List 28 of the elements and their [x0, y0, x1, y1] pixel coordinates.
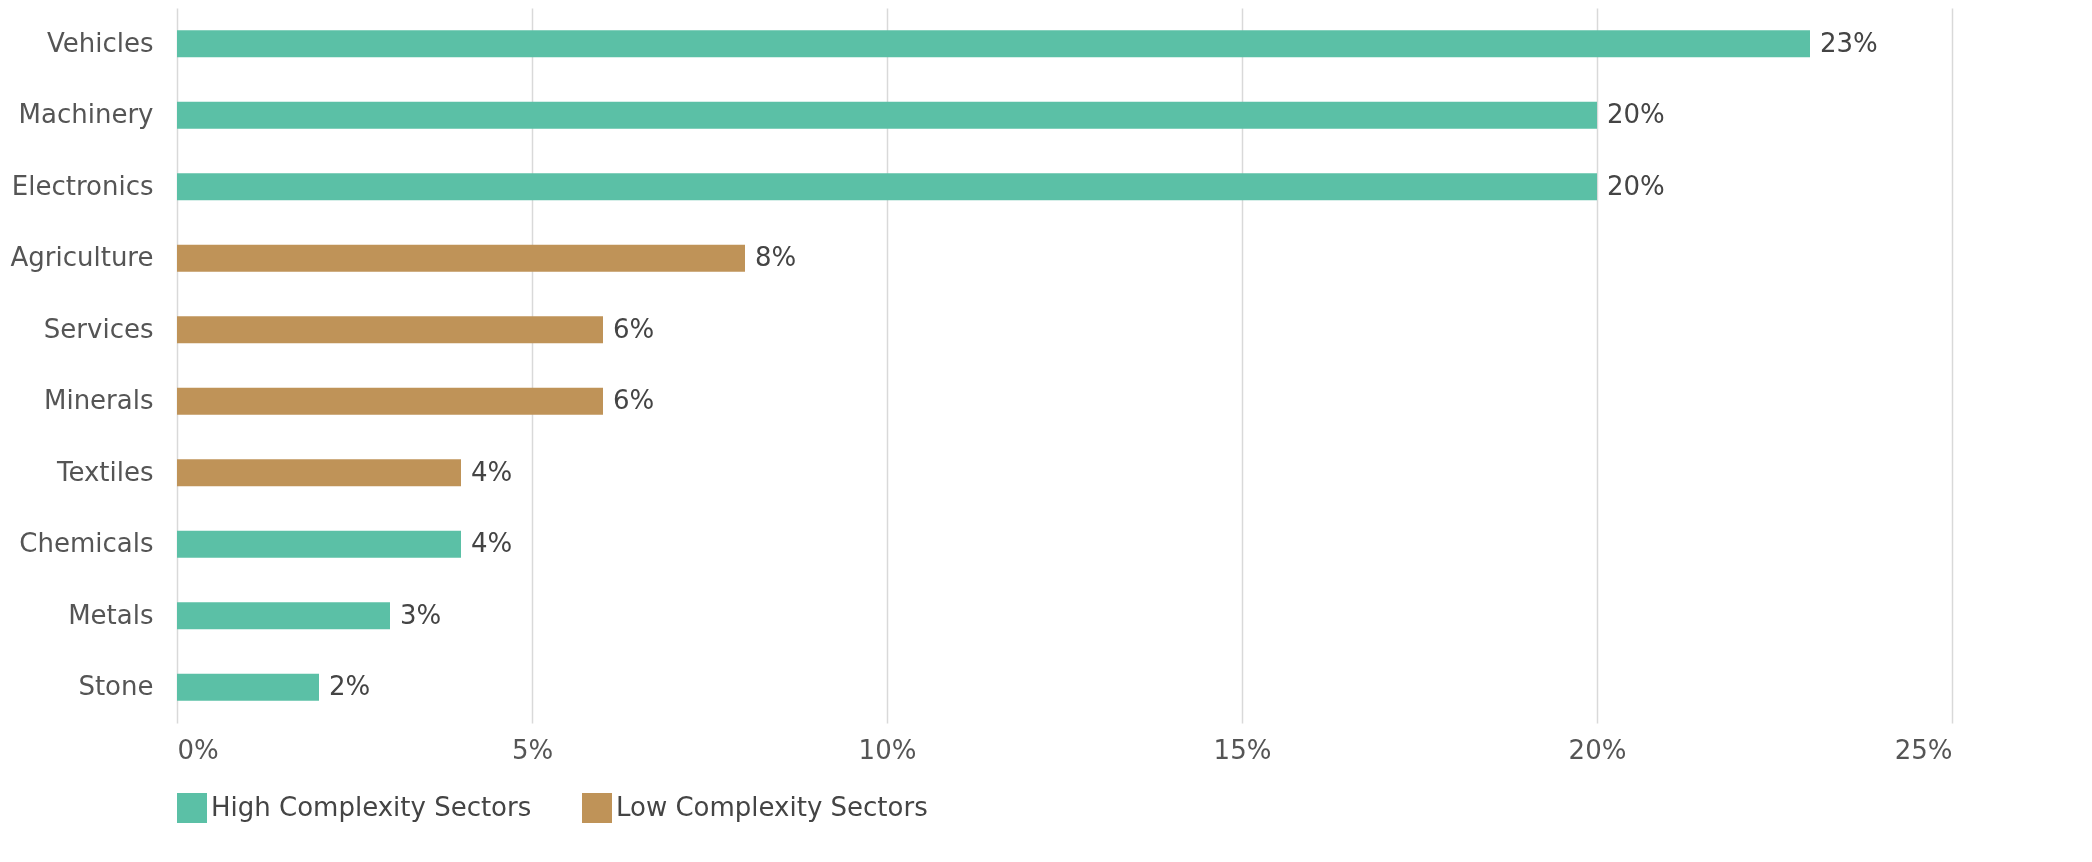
x-tick-label: 10%	[858, 734, 917, 765]
x-tick-label: 20%	[1568, 734, 1627, 765]
y-tick-label: Machinery	[18, 99, 154, 130]
y-tick-label: Vehicles	[46, 27, 154, 58]
y-tick-label: Stone	[78, 671, 154, 702]
data-label: 23%	[1820, 27, 1878, 58]
legend-label: High Complexity Sectors	[211, 792, 532, 822]
y-tick-label: Services	[43, 313, 154, 344]
y-tick-label: Minerals	[43, 385, 154, 416]
x-tick-label: 15%	[1213, 734, 1272, 765]
x-tick-label: 5%	[511, 734, 554, 765]
data-label: 4%	[471, 456, 513, 487]
data-label: 6%	[613, 313, 655, 344]
x-tick-label: 25%	[1894, 734, 1953, 765]
data-label: 6%	[613, 385, 655, 416]
data-label: 4%	[471, 528, 513, 559]
data-label: 8%	[755, 242, 797, 273]
data-label: 20%	[1607, 99, 1665, 130]
y-tick-label: Agriculture	[10, 242, 154, 273]
x-tick-label: 0%	[177, 734, 219, 765]
y-tick-label: Electronics	[11, 170, 154, 201]
data-label: 20%	[1607, 170, 1665, 201]
y-tick-label: Chemicals	[19, 528, 154, 559]
data-label: 3%	[400, 599, 442, 630]
legend-label: Low Complexity Sectors	[616, 792, 928, 822]
y-tick-label: Metals	[68, 599, 154, 630]
data-label: 2%	[329, 671, 371, 702]
y-tick-label: Textiles	[55, 456, 154, 487]
